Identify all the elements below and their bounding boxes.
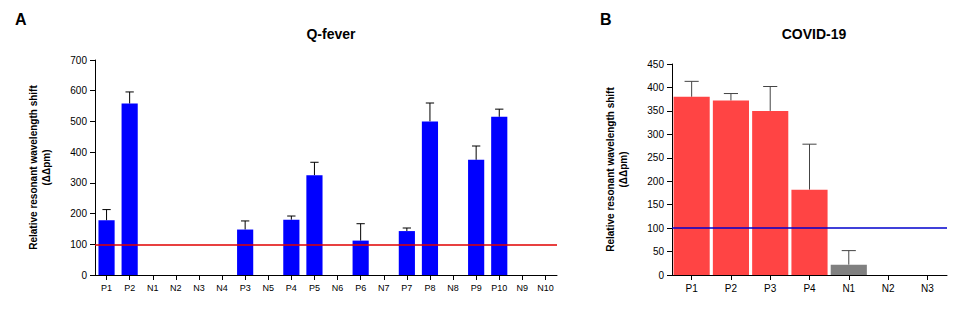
svg-text:N3: N3 (193, 283, 205, 293)
svg-text:A: A (15, 11, 27, 28)
svg-text:P5: P5 (309, 283, 320, 293)
svg-text:P8: P8 (424, 283, 435, 293)
svg-text:0: 0 (81, 270, 87, 281)
svg-text:N2: N2 (882, 283, 895, 294)
svg-text:300: 300 (647, 129, 664, 140)
svg-text:N7: N7 (378, 283, 390, 293)
svg-text:P9: P9 (471, 283, 482, 293)
svg-text:250: 250 (647, 152, 664, 163)
svg-text:100: 100 (647, 223, 664, 234)
svg-text:COVID-19: COVID-19 (782, 26, 847, 42)
svg-text:N8: N8 (447, 283, 459, 293)
svg-text:450: 450 (647, 59, 664, 70)
svg-text:Q-fever: Q-fever (306, 26, 356, 42)
svg-text:P1: P1 (686, 283, 699, 294)
svg-text:200: 200 (70, 208, 87, 219)
svg-text:400: 400 (647, 82, 664, 93)
svg-text:500: 500 (70, 116, 87, 127)
svg-text:B: B (600, 11, 612, 28)
svg-text:P2: P2 (725, 283, 738, 294)
svg-text:Relative resonant wavelength s: Relative resonant wavelength shift (605, 87, 616, 252)
svg-text:P4: P4 (286, 283, 297, 293)
svg-text:P1: P1 (101, 283, 112, 293)
svg-text:P10: P10 (491, 283, 507, 293)
svg-text:N1: N1 (147, 283, 159, 293)
svg-text:N5: N5 (262, 283, 274, 293)
svg-text:N2: N2 (170, 283, 182, 293)
svg-text:400: 400 (70, 147, 87, 158)
svg-text:P6: P6 (355, 283, 366, 293)
svg-text:N9: N9 (517, 283, 529, 293)
svg-text:N10: N10 (537, 283, 554, 293)
svg-text:N1: N1 (842, 283, 855, 294)
svg-text:P2: P2 (124, 283, 135, 293)
svg-text:P7: P7 (401, 283, 412, 293)
svg-text:350: 350 (647, 105, 664, 116)
svg-text:100: 100 (70, 239, 87, 250)
svg-text:N3: N3 (921, 283, 934, 294)
svg-text:N6: N6 (332, 283, 344, 293)
svg-text:(ΔΔpm): (ΔΔpm) (618, 151, 629, 187)
svg-text:600: 600 (70, 85, 87, 96)
svg-text:700: 700 (70, 55, 87, 66)
svg-text:N4: N4 (216, 283, 228, 293)
svg-text:P3: P3 (240, 283, 251, 293)
svg-text:300: 300 (70, 177, 87, 188)
svg-text:200: 200 (647, 176, 664, 187)
svg-text:(ΔΔpm): (ΔΔpm) (41, 149, 52, 185)
svg-text:P3: P3 (764, 283, 777, 294)
svg-text:50: 50 (653, 246, 665, 257)
svg-text:P4: P4 (803, 283, 816, 294)
svg-text:Relative resonant wavelength s: Relative resonant wavelength shift (28, 85, 39, 250)
svg-text:0: 0 (658, 270, 664, 281)
svg-text:150: 150 (647, 199, 664, 210)
